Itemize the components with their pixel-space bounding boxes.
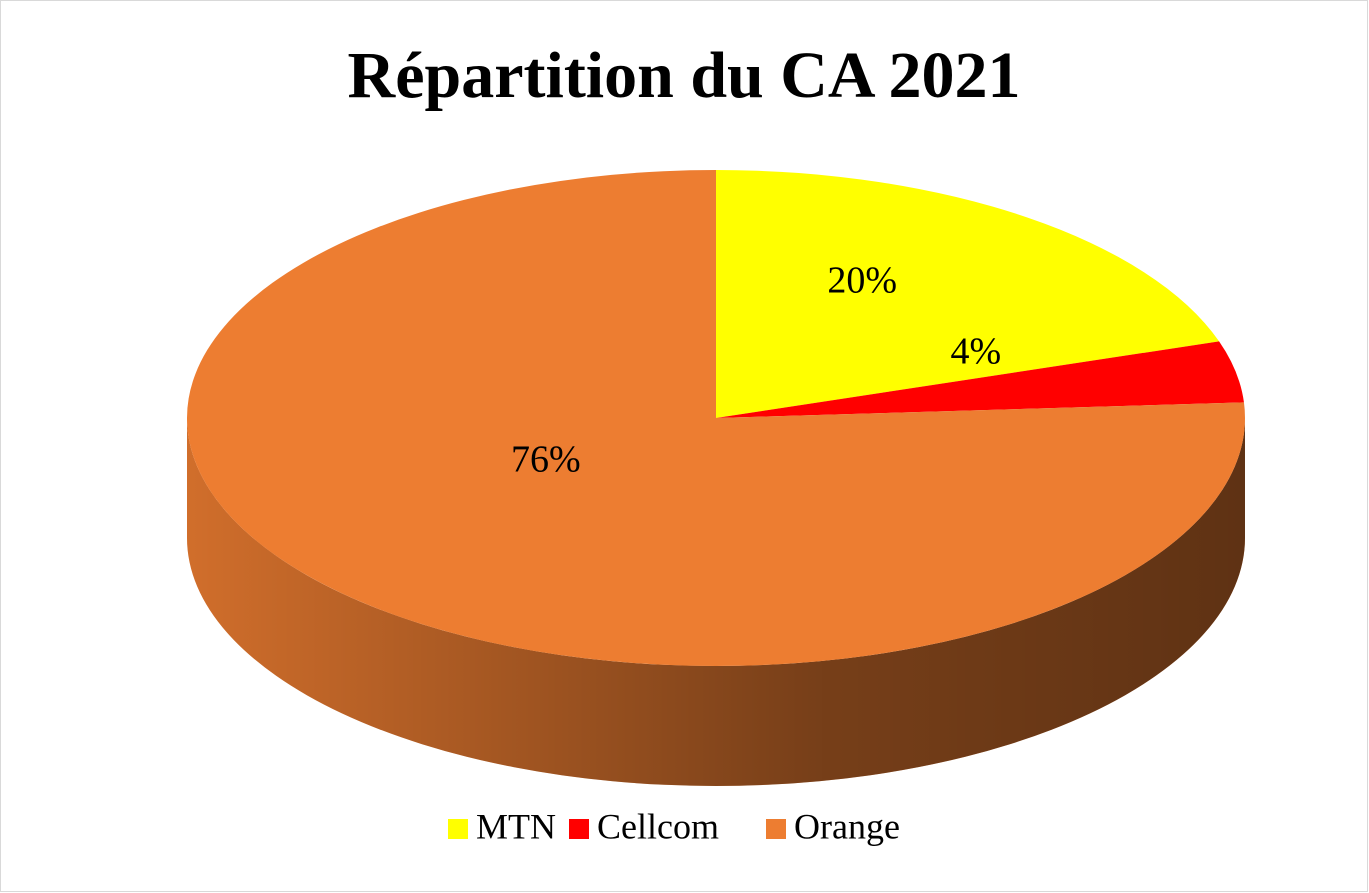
legend-swatch [569, 819, 589, 839]
legend-label: Cellcom [597, 806, 719, 846]
pie-slice [716, 341, 1244, 418]
data-label: 4% [950, 330, 1001, 372]
legend-label: MTN [476, 806, 556, 846]
chart-title: Répartition du CA 2021 [348, 39, 1021, 112]
pie-side-shade [187, 418, 1245, 786]
legend-label: Orange [794, 806, 900, 846]
pie-slice [187, 170, 1245, 667]
legend-swatch [448, 819, 468, 839]
pie-slice [716, 170, 1220, 418]
data-label: 76% [511, 439, 581, 481]
data-label: 20% [827, 259, 897, 301]
legend-swatch [766, 819, 786, 839]
